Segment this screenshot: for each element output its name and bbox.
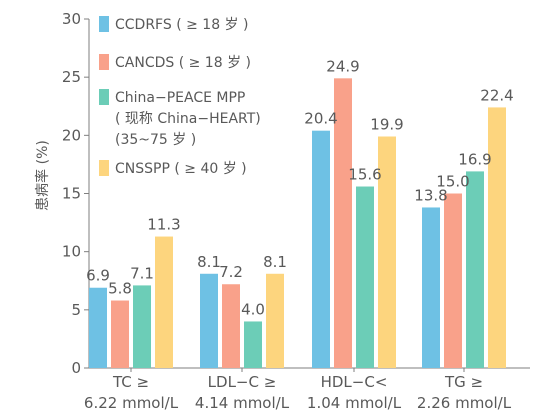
data-label: 8.1 bbox=[197, 253, 221, 271]
bar bbox=[244, 321, 262, 368]
legend-swatch bbox=[99, 89, 109, 105]
y-tick-label: 30 bbox=[62, 10, 81, 28]
data-label: 24.9 bbox=[326, 57, 359, 75]
bar bbox=[488, 107, 506, 368]
data-label: 7.2 bbox=[219, 263, 243, 281]
data-label: 15.6 bbox=[348, 166, 381, 184]
x-tick-label: 1.04 mmol/L bbox=[307, 394, 402, 412]
data-label: 19.9 bbox=[370, 115, 403, 133]
y-tick-label: 5 bbox=[71, 301, 81, 319]
legend-label: (35~75 岁 ) bbox=[115, 132, 196, 148]
x-tick-label: 4.14 mmol/L bbox=[195, 394, 290, 412]
bar bbox=[422, 207, 440, 368]
legend-swatch bbox=[99, 16, 109, 32]
value-labels: 6.95.87.111.38.17.24.08.120.424.915.619.… bbox=[86, 57, 514, 318]
legend-swatch bbox=[99, 54, 109, 70]
legend-label: China−PEACE MPP bbox=[115, 90, 245, 106]
bar bbox=[222, 284, 240, 368]
bar bbox=[89, 287, 107, 368]
data-label: 20.4 bbox=[304, 110, 337, 128]
y-axis-title: 患病率 (%) bbox=[34, 140, 51, 211]
x-tick-label: LDL−C ≥ bbox=[208, 373, 277, 391]
data-label: 6.9 bbox=[86, 267, 110, 285]
data-label: 16.9 bbox=[458, 150, 491, 168]
legend-label: ( 现称 China−HEART) bbox=[115, 111, 261, 127]
bar bbox=[111, 300, 129, 368]
x-tick-label: TC ≥ bbox=[112, 373, 149, 391]
x-tick-label: 2.26 mmol/L bbox=[417, 394, 512, 412]
y-tick-label: 25 bbox=[62, 68, 81, 86]
data-label: 15.0 bbox=[436, 173, 469, 191]
y-tick-label: 10 bbox=[62, 243, 81, 261]
bar bbox=[200, 273, 218, 368]
bar bbox=[378, 136, 396, 368]
bar bbox=[466, 171, 484, 368]
bar bbox=[266, 273, 284, 368]
bar bbox=[133, 285, 151, 368]
legend: CCDRFS ( ≥ 18 岁 ) CANCDS ( ≥ 18 岁 ) China−… bbox=[99, 16, 261, 177]
x-tick-label: HDL−C< bbox=[321, 373, 388, 391]
data-label: 13.8 bbox=[414, 186, 447, 204]
legend-swatch bbox=[99, 160, 109, 176]
legend-label: CANCDS ( ≥ 18 岁 ) bbox=[115, 55, 251, 71]
bars bbox=[89, 78, 506, 368]
y-tick-label: 15 bbox=[62, 185, 81, 203]
axes: 0 5 10 15 20 25 30 患病率 (%) TC ≥ 6.22 mmol/L LDL−C … bbox=[34, 10, 530, 412]
bar bbox=[356, 186, 374, 368]
data-label: 7.1 bbox=[130, 264, 154, 282]
data-label: 5.8 bbox=[108, 280, 132, 298]
legend-label: CCDRFS ( ≥ 18 岁 ) bbox=[115, 17, 248, 33]
bar bbox=[334, 78, 352, 368]
data-label: 4.0 bbox=[241, 300, 265, 318]
bar bbox=[312, 130, 330, 368]
bar bbox=[444, 193, 462, 368]
y-tick-label: 20 bbox=[62, 126, 81, 144]
x-tick-label: 6.22 mmol/L bbox=[84, 394, 179, 412]
data-label: 22.4 bbox=[480, 86, 513, 104]
data-label: 8.1 bbox=[263, 253, 287, 271]
legend-label: CNSSPP ( ≥ 40 岁 ) bbox=[115, 161, 247, 177]
data-label: 11.3 bbox=[147, 216, 180, 234]
y-tick-label: 0 bbox=[71, 359, 81, 377]
bar bbox=[155, 236, 173, 368]
x-tick-label: TG ≥ bbox=[444, 373, 483, 391]
